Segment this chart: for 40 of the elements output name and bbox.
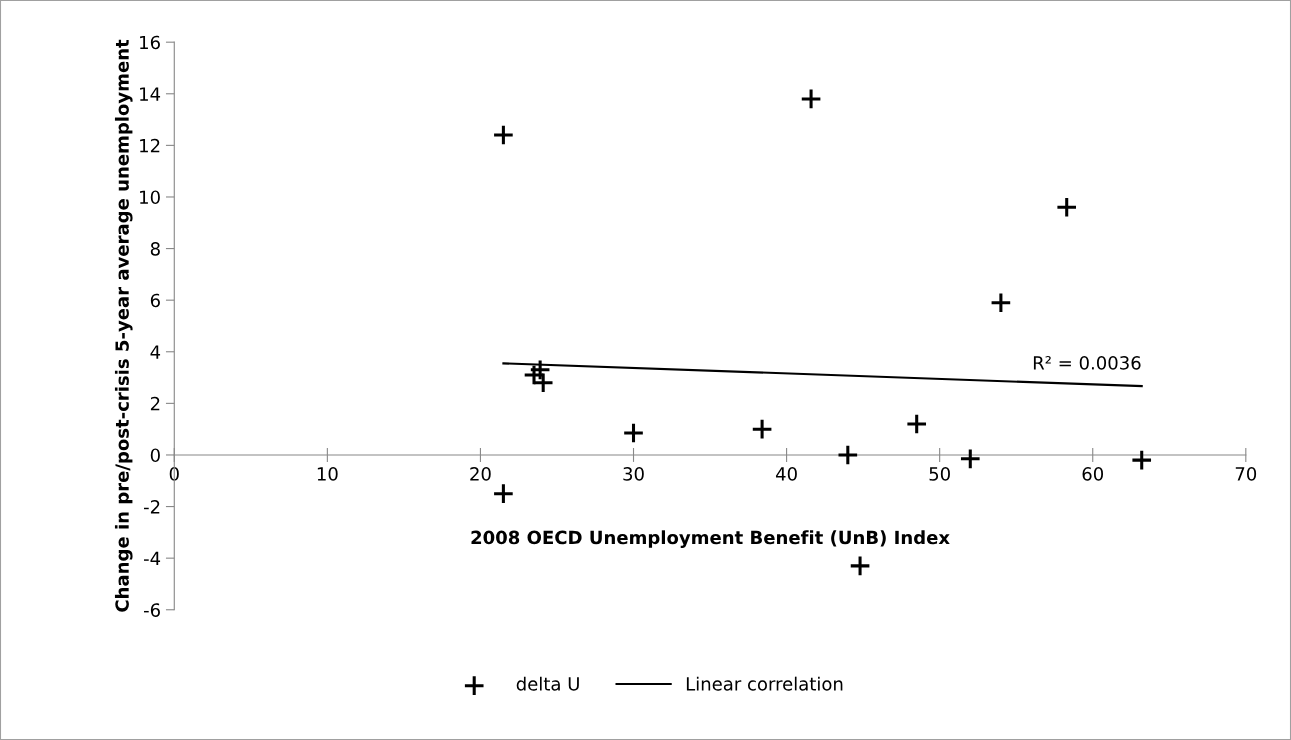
y-tick-label: 12 <box>140 138 160 153</box>
x-tick-label: 60 <box>1082 467 1104 481</box>
point <box>751 418 773 441</box>
x-tick-label: 40 <box>775 467 797 481</box>
point <box>905 413 928 435</box>
y-tick-label: 2 <box>150 396 160 411</box>
y-tick-label: -2 <box>143 500 160 514</box>
point <box>836 444 859 466</box>
point <box>959 447 982 470</box>
y-tick-label: 10 <box>140 190 160 205</box>
y-tick-label: -6 <box>143 603 160 617</box>
x-tick-label: 0 <box>169 467 179 481</box>
point <box>990 291 1012 314</box>
point <box>1055 196 1078 219</box>
point <box>529 358 551 381</box>
point <box>532 371 555 394</box>
legend-label: Linear correlation <box>686 676 843 691</box>
y-tick-label: 4 <box>150 345 161 359</box>
point <box>523 364 545 386</box>
y-tick-label: 14 <box>140 87 161 101</box>
point <box>800 88 822 110</box>
point <box>1130 449 1153 471</box>
annotation: R² = 0.0036 <box>1033 356 1141 370</box>
y-tick-label: -4 <box>143 551 161 566</box>
x-tick-label: 30 <box>623 467 644 481</box>
x-tick-label: 50 <box>929 467 950 481</box>
y-tick-label: 16 <box>140 35 160 50</box>
point <box>492 482 515 505</box>
point <box>849 555 871 577</box>
y-tick-label: 8 <box>150 242 160 256</box>
legend-label: delta U <box>516 676 579 691</box>
y-axis-title: Change in pre/post-crisis 5-year average unemployment <box>114 39 133 612</box>
x-axis-title: 2008 OECD Unemployment Benefit (UnB) Index <box>471 530 950 548</box>
x-tick-label: 70 <box>1235 467 1257 481</box>
y-tick-label: 0 <box>150 448 160 463</box>
y-tick-label: 6 <box>150 293 160 308</box>
point <box>622 422 645 444</box>
x-tick-label: 10 <box>317 467 338 481</box>
point <box>492 124 515 146</box>
x-tick-label: 20 <box>470 467 491 481</box>
